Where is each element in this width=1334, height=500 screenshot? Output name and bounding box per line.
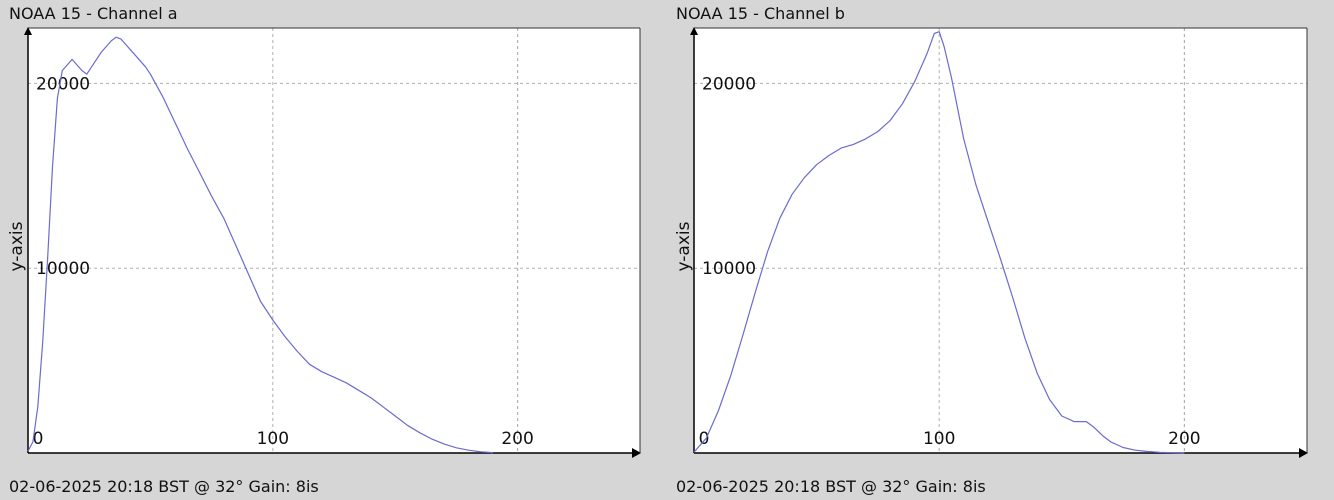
y-axis-title: y-axis bbox=[674, 221, 694, 271]
chart-canvas: 0 100 200 10000 20000 y-axis bbox=[7, 27, 641, 458]
y-tick-label: 20000 bbox=[36, 74, 90, 94]
chart-canvas: 0 100 200 10000 20000 y-axis bbox=[674, 27, 1308, 458]
x-tick-label: 0 bbox=[33, 429, 44, 449]
y-tick-label: 10000 bbox=[36, 259, 90, 279]
x-axis-arrow bbox=[632, 448, 641, 458]
chart-title: NOAA 15 - Channel b bbox=[676, 4, 845, 23]
series-line bbox=[27, 36, 494, 454]
series-line bbox=[693, 31, 1185, 454]
x-tick-label: 200 bbox=[501, 429, 533, 449]
x-tick-label: 100 bbox=[257, 429, 289, 449]
chart-footer: 02-06-2025 20:18 BST @ 32° Gain: 8is bbox=[676, 477, 986, 496]
x-tick-label: 200 bbox=[1168, 429, 1200, 449]
y-axis-arrow bbox=[24, 27, 32, 35]
y-axis-title: y-axis bbox=[7, 221, 27, 271]
y-axis-arrow bbox=[690, 27, 698, 35]
plot-area bbox=[694, 28, 1307, 453]
x-tick-label: 0 bbox=[699, 429, 710, 449]
x-tick-label: 100 bbox=[923, 429, 955, 449]
plot-area bbox=[28, 28, 640, 453]
chart-title: NOAA 15 - Channel a bbox=[9, 4, 178, 23]
chart-panel-channel-b: NOAA 15 - Channel b 0 100 200 10000 20000 y-a… bbox=[667, 0, 1334, 500]
chart-panel-channel-a: NOAA 15 - Channel a 0 100 200 10000 20000 y-a… bbox=[7, 4, 641, 496]
x-axis-arrow bbox=[1299, 448, 1308, 458]
y-tick-label: 20000 bbox=[702, 74, 756, 94]
y-tick-label: 10000 bbox=[702, 259, 756, 279]
chart-footer: 02-06-2025 20:18 BST @ 32° Gain: 8is bbox=[9, 477, 319, 496]
